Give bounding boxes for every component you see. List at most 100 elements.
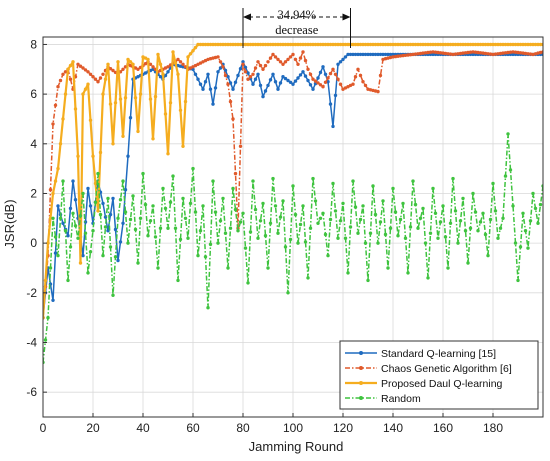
data-point <box>211 102 215 106</box>
data-point <box>241 62 245 66</box>
data-point <box>123 210 128 214</box>
x-tick-label: 180 <box>483 421 503 435</box>
data-point <box>278 81 283 85</box>
data-point <box>473 42 478 47</box>
data-point <box>408 53 413 57</box>
data-point <box>416 52 420 56</box>
annotation-percent: 34.94% <box>277 8 316 22</box>
data-point <box>486 42 490 47</box>
data-point <box>358 217 363 222</box>
data-point <box>536 221 540 225</box>
data-point <box>421 51 425 55</box>
y-tick-label: 4 <box>30 137 37 151</box>
data-point <box>446 266 450 270</box>
data-point <box>61 179 65 183</box>
data-point <box>316 221 320 225</box>
data-point <box>128 217 133 222</box>
data-point <box>66 278 70 283</box>
y-tick-label: -6 <box>26 385 37 399</box>
data-point <box>371 52 375 57</box>
data-point <box>286 42 290 47</box>
data-point <box>193 45 198 50</box>
data-point <box>531 42 535 47</box>
data-point <box>536 42 540 47</box>
data-point <box>173 61 178 65</box>
data-point <box>283 76 288 81</box>
data-point <box>48 188 53 192</box>
data-point <box>98 212 103 217</box>
data-point <box>411 42 415 47</box>
data-point <box>76 236 80 240</box>
data-point <box>256 236 260 240</box>
data-point <box>318 83 323 87</box>
legend-label: Chaos Genetic Algorithm [6] <box>381 363 512 375</box>
data-point <box>153 94 158 99</box>
data-point <box>228 226 233 230</box>
data-point <box>391 186 395 191</box>
data-point <box>306 67 310 72</box>
data-point <box>453 209 458 213</box>
data-point <box>308 42 313 47</box>
data-point <box>461 196 465 201</box>
data-point <box>193 210 198 214</box>
data-point <box>193 72 198 77</box>
data-point <box>308 72 313 77</box>
data-point <box>321 65 325 69</box>
data-point <box>56 204 60 208</box>
data-point <box>233 42 238 47</box>
data-point <box>501 42 505 47</box>
data-point <box>273 55 278 59</box>
data-point <box>513 50 518 54</box>
x-axis-label: Jamming Round <box>249 439 344 454</box>
data-point <box>188 52 193 56</box>
data-point <box>278 60 283 64</box>
data-point <box>333 93 338 98</box>
data-point <box>253 66 258 70</box>
data-point <box>71 211 75 215</box>
data-point <box>311 87 315 91</box>
legend-item: Proposed Daul Q-learning <box>345 378 503 390</box>
data-point <box>318 216 323 220</box>
data-point <box>473 50 478 54</box>
data-point <box>51 122 55 126</box>
data-point <box>311 176 315 181</box>
data-point <box>521 211 525 215</box>
data-point <box>53 235 58 239</box>
data-point <box>326 42 330 47</box>
data-point <box>198 82 203 86</box>
x-tick-label: 160 <box>433 421 453 435</box>
data-point <box>208 87 213 91</box>
data-point <box>273 80 278 84</box>
data-point <box>353 205 358 209</box>
data-point <box>343 55 348 59</box>
data-point <box>303 240 308 244</box>
data-point <box>208 42 213 47</box>
data-point <box>318 42 323 47</box>
data-point <box>418 51 423 56</box>
data-point <box>441 51 445 55</box>
data-point <box>288 42 293 47</box>
data-point <box>71 60 75 64</box>
data-point <box>328 71 333 76</box>
data-point <box>261 42 265 47</box>
data-point <box>198 229 203 233</box>
data-point <box>488 217 493 222</box>
data-point <box>131 194 135 198</box>
data-point <box>238 220 243 224</box>
data-point <box>491 181 495 186</box>
data-point <box>218 42 223 47</box>
data-point <box>296 62 300 66</box>
data-point <box>506 42 510 47</box>
data-point <box>488 42 493 47</box>
data-point <box>311 77 315 81</box>
data-point <box>133 227 138 232</box>
data-point <box>268 42 273 47</box>
data-point <box>366 278 370 283</box>
data-point <box>258 219 263 223</box>
data-point <box>223 68 228 73</box>
data-point <box>161 72 165 77</box>
data-point <box>106 196 110 201</box>
data-point <box>458 51 463 56</box>
data-point <box>73 224 78 228</box>
data-point <box>158 226 163 230</box>
